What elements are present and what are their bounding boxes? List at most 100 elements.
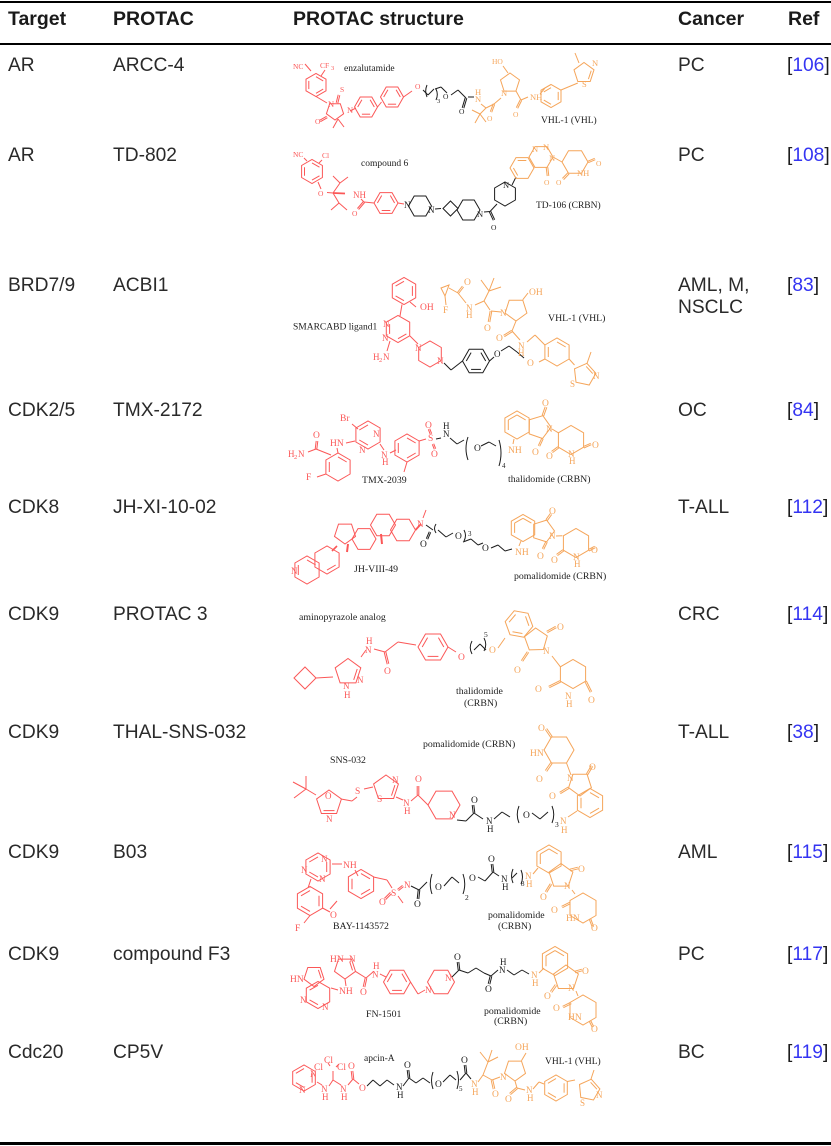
svg-text:N: N bbox=[382, 333, 389, 343]
svg-text:O: O bbox=[537, 552, 544, 562]
svg-text:S: S bbox=[377, 795, 382, 805]
svg-text:O: O bbox=[538, 724, 545, 734]
svg-text:O: O bbox=[588, 696, 595, 706]
svg-text:O: O bbox=[557, 623, 564, 633]
svg-text:S: S bbox=[428, 434, 433, 444]
svg-text:O: O bbox=[544, 992, 551, 1002]
svg-text:H: H bbox=[288, 449, 295, 459]
svg-text:N: N bbox=[340, 1084, 347, 1094]
svg-text:N: N bbox=[291, 566, 298, 576]
svg-text:SNS-032: SNS-032 bbox=[330, 755, 366, 766]
svg-text:HN: HN bbox=[330, 439, 344, 449]
svg-text:S: S bbox=[391, 889, 396, 899]
svg-text:H: H bbox=[527, 1093, 534, 1103]
svg-text:O: O bbox=[415, 82, 421, 91]
svg-text:N: N bbox=[596, 1090, 603, 1100]
svg-text:O: O bbox=[420, 540, 427, 550]
svg-text:H: H bbox=[373, 961, 380, 971]
svg-text:O: O bbox=[489, 646, 496, 656]
svg-text:N: N bbox=[592, 58, 598, 68]
svg-text:pomalidomide (CRBN): pomalidomide (CRBN) bbox=[423, 739, 515, 750]
svg-text:N: N bbox=[357, 675, 364, 685]
svg-text:H: H bbox=[404, 806, 411, 816]
svg-text:O: O bbox=[514, 666, 521, 676]
svg-text:O: O bbox=[491, 223, 497, 232]
svg-text:O: O bbox=[551, 556, 558, 566]
svg-text:O: O bbox=[455, 532, 462, 542]
svg-text:TD-106 (CRBN): TD-106 (CRBN) bbox=[536, 200, 601, 211]
svg-text:O: O bbox=[536, 775, 543, 785]
svg-text:N: N bbox=[328, 99, 334, 109]
svg-text:3: 3 bbox=[555, 820, 559, 829]
svg-text:N: N bbox=[322, 1002, 329, 1012]
svg-text:VHL-1 (VHL): VHL-1 (VHL) bbox=[545, 1056, 601, 1067]
svg-text:enzalutamide: enzalutamide bbox=[344, 64, 395, 74]
svg-text:O: O bbox=[474, 444, 481, 454]
svg-text:NC: NC bbox=[293, 150, 303, 159]
svg-text:N: N bbox=[501, 88, 507, 98]
svg-text:N: N bbox=[310, 1069, 317, 1079]
svg-text:O: O bbox=[494, 349, 501, 359]
svg-text:O: O bbox=[435, 883, 442, 893]
svg-text:N: N bbox=[445, 973, 452, 983]
svg-text:H: H bbox=[569, 456, 576, 466]
svg-text:H: H bbox=[466, 310, 473, 320]
svg-text:VHL-1 (VHL): VHL-1 (VHL) bbox=[541, 115, 597, 126]
svg-text:N: N bbox=[531, 970, 538, 980]
svg-text:N: N bbox=[500, 308, 507, 318]
svg-text:S: S bbox=[340, 85, 344, 94]
svg-text:N: N bbox=[319, 874, 326, 884]
svg-text:OH: OH bbox=[529, 288, 543, 298]
svg-text:N: N bbox=[349, 954, 356, 964]
svg-text:N: N bbox=[437, 356, 444, 366]
svg-text:S: S bbox=[570, 379, 575, 389]
svg-text:H: H bbox=[502, 882, 509, 892]
svg-text:N: N bbox=[321, 854, 328, 864]
svg-text:N: N bbox=[404, 880, 411, 890]
svg-text:NH: NH bbox=[339, 987, 353, 997]
svg-text:N: N bbox=[443, 429, 450, 439]
svg-text:(CRBN): (CRBN) bbox=[498, 921, 531, 932]
svg-text:O: O bbox=[596, 159, 602, 168]
svg-text:O: O bbox=[496, 334, 503, 344]
svg-text:O: O bbox=[482, 544, 489, 554]
svg-text:O: O bbox=[461, 1056, 468, 1066]
svg-text:O: O bbox=[469, 874, 476, 884]
svg-text:N: N bbox=[526, 1085, 533, 1095]
svg-text:O: O bbox=[315, 117, 321, 126]
svg-text:N: N bbox=[428, 205, 435, 215]
svg-text:O: O bbox=[535, 685, 542, 695]
svg-text:O: O bbox=[404, 1061, 411, 1071]
svg-text:N: N bbox=[383, 352, 390, 362]
svg-text:H: H bbox=[382, 457, 389, 467]
svg-text:O: O bbox=[549, 507, 556, 517]
svg-text:H: H bbox=[472, 1087, 479, 1097]
svg-text:N: N bbox=[549, 153, 555, 163]
svg-text:H: H bbox=[475, 87, 481, 97]
svg-text:H: H bbox=[526, 879, 533, 889]
svg-text:N: N bbox=[326, 814, 333, 824]
svg-text:H: H bbox=[566, 699, 573, 709]
svg-text:CF: CF bbox=[320, 61, 329, 70]
svg-text:N: N bbox=[347, 105, 353, 115]
svg-text:NH: NH bbox=[508, 446, 522, 456]
svg-text:HN: HN bbox=[330, 955, 344, 965]
svg-text:3: 3 bbox=[437, 98, 440, 105]
svg-text:O: O bbox=[330, 911, 337, 921]
svg-text:pomalidomide: pomalidomide bbox=[484, 1006, 541, 1017]
svg-text:H: H bbox=[518, 348, 525, 358]
svg-text:O: O bbox=[425, 421, 432, 431]
svg-text:HN: HN bbox=[566, 914, 580, 924]
svg-text:N: N bbox=[567, 773, 574, 783]
svg-text:O: O bbox=[592, 441, 599, 451]
svg-text:O: O bbox=[589, 763, 596, 773]
svg-text:N: N bbox=[404, 200, 411, 210]
svg-text:3: 3 bbox=[468, 530, 472, 538]
svg-text:O: O bbox=[591, 924, 598, 934]
svg-text:HN: HN bbox=[530, 749, 544, 759]
svg-text:FN-1501: FN-1501 bbox=[366, 1009, 401, 1020]
svg-text:HN: HN bbox=[290, 975, 304, 985]
svg-text:H: H bbox=[561, 825, 568, 835]
svg-text:N: N bbox=[392, 775, 399, 785]
svg-text:O: O bbox=[443, 92, 449, 101]
